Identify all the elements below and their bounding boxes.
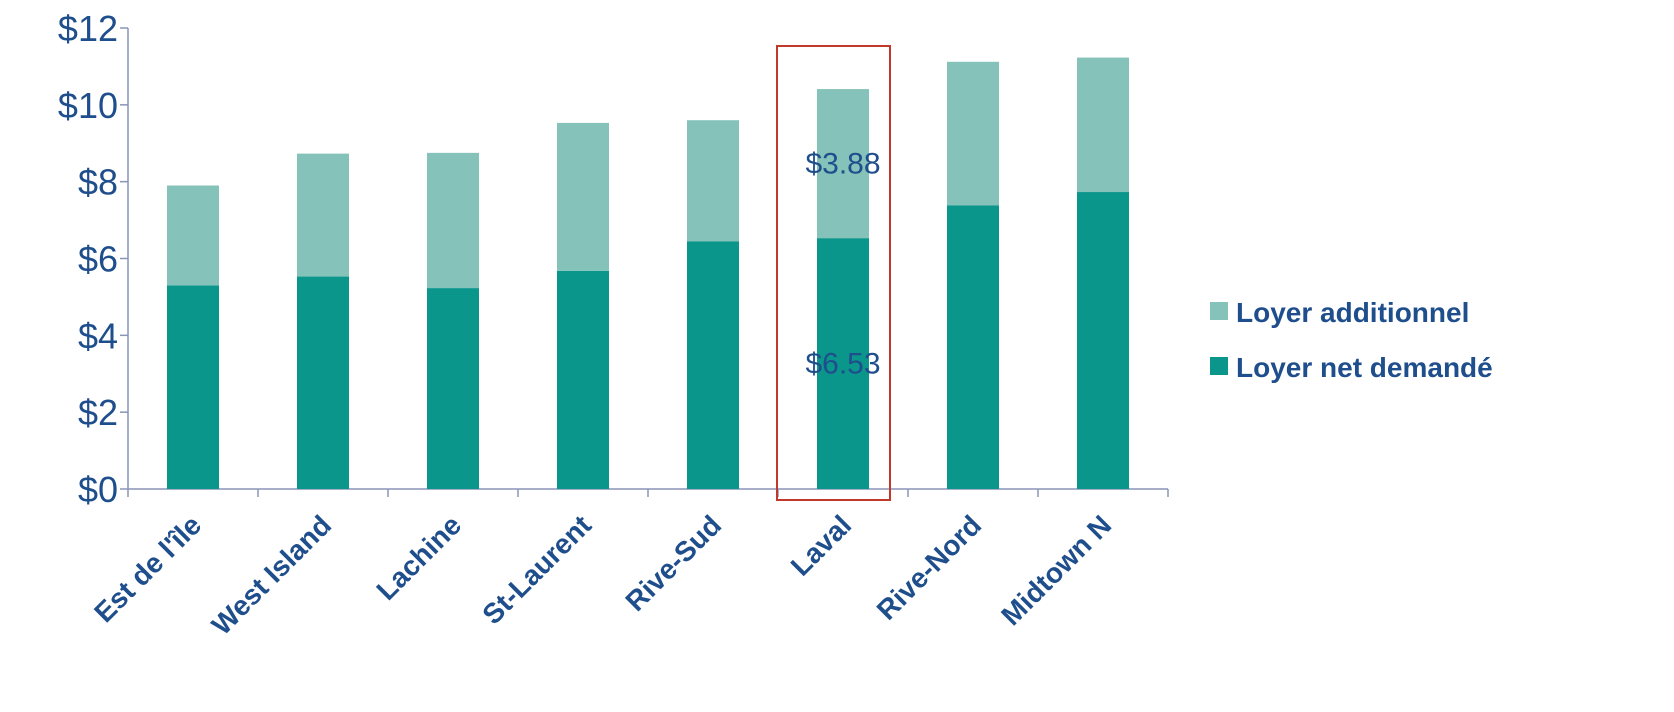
- bar-segment: [817, 89, 869, 239]
- bar-segment: [557, 270, 609, 489]
- bar-segment: [687, 241, 739, 489]
- highlight-box: [776, 45, 891, 501]
- bar-segment: [297, 276, 349, 489]
- bar-segment: [1077, 192, 1129, 489]
- y-tick-label: $4: [78, 315, 118, 356]
- bar-segment: [297, 153, 349, 277]
- bar-data-label: $6.53: [805, 348, 880, 381]
- bar-segment: [1077, 57, 1129, 193]
- bar-segment: [427, 288, 479, 489]
- bar-segment: [167, 285, 219, 489]
- x-category-label: Midtown N: [995, 509, 1117, 631]
- x-category-label: Laval: [785, 509, 858, 582]
- x-category-label: Lachine: [371, 509, 468, 606]
- bar-segment: [427, 152, 479, 289]
- x-category-label: Rive-Sud: [620, 509, 728, 617]
- chart-axes: $0 $2 $4 $6 $8 $10 $12: [58, 8, 1169, 510]
- bar-segment: [557, 122, 609, 271]
- chart-bars: [167, 45, 1129, 501]
- bar-segment: [167, 185, 219, 286]
- bar-data-label: $3.88: [805, 148, 880, 181]
- legend-label: Loyer additionnel: [1236, 297, 1469, 328]
- y-tick-label: $10: [58, 85, 118, 126]
- x-category-label: Est de l'île: [88, 509, 207, 628]
- x-category-label: St-Laurent: [476, 509, 597, 630]
- legend-label: Loyer net demandé: [1236, 352, 1493, 383]
- bar-segment: [947, 61, 999, 206]
- bar-segment: [687, 120, 739, 242]
- bar-segment: [947, 205, 999, 490]
- legend-swatch: [1210, 357, 1228, 375]
- y-tick-label: $8: [78, 162, 118, 203]
- y-tick-label: $2: [78, 392, 118, 433]
- chart-data-labels: $3.88 $6.53: [805, 148, 880, 381]
- chart-legend: Loyer additionnel Loyer net demandé: [1210, 297, 1493, 383]
- y-tick-label: $0: [78, 469, 118, 510]
- y-tick-label: $6: [78, 239, 118, 280]
- bar-segment: [817, 238, 869, 489]
- y-tick-label: $12: [58, 8, 118, 49]
- legend-swatch: [1210, 302, 1228, 320]
- x-category-label: West Island: [206, 509, 338, 641]
- x-category-label: Rive-Nord: [871, 509, 988, 626]
